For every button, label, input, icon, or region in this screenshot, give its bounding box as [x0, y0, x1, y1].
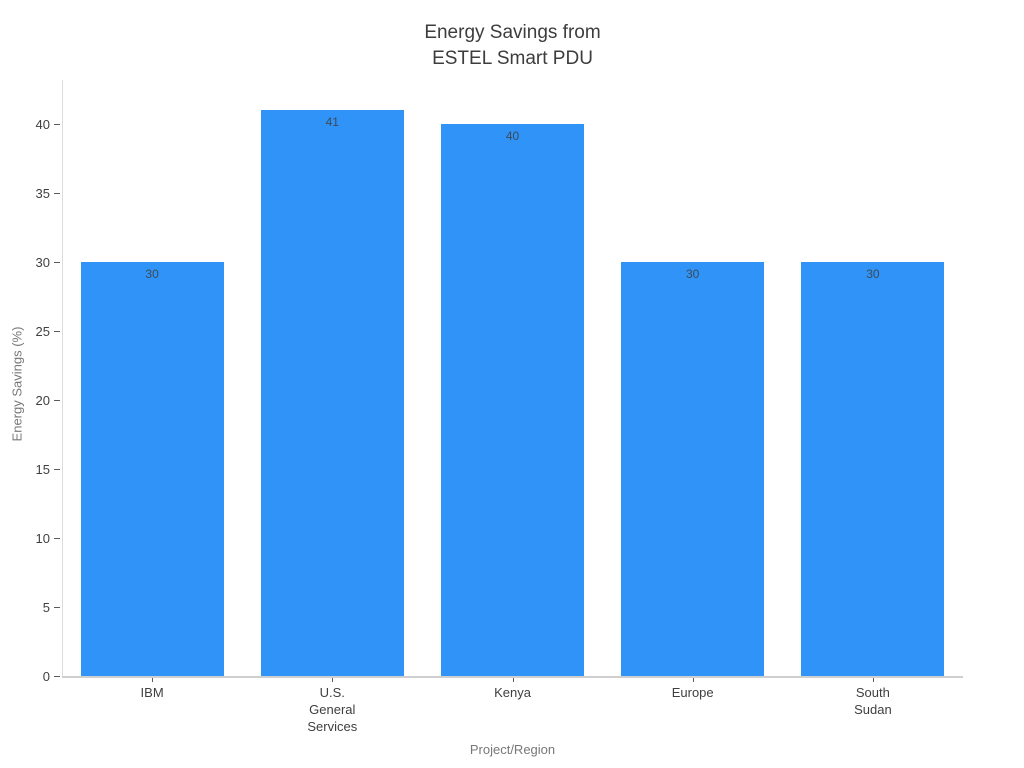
- x-tick-mark: [692, 678, 694, 682]
- x-tick-mark: [512, 678, 514, 682]
- bar: [260, 110, 404, 676]
- x-tick-label: Europe: [671, 685, 714, 700]
- bar: [621, 262, 765, 676]
- y-tick-label: 40: [35, 116, 50, 132]
- y-tick-mark: [54, 676, 60, 677]
- x-tick-mark: [872, 678, 874, 682]
- y-tick-label: 5: [42, 599, 50, 615]
- y-tick-label: 35: [35, 185, 50, 201]
- bar: [441, 124, 584, 676]
- y-tick-mark: [54, 400, 60, 402]
- y-tick-label: 0: [42, 668, 50, 684]
- y-tick-mark: [54, 262, 60, 264]
- x-tick-mark: [332, 678, 334, 682]
- y-tick-mark: [54, 124, 60, 126]
- bar-value-label: 30: [145, 267, 159, 282]
- y-tick-label: 25: [35, 323, 50, 339]
- y-tick-mark: [54, 193, 60, 195]
- y-tick-label: 20: [35, 392, 50, 408]
- x-tick-label: Kenya: [494, 685, 531, 700]
- x-axis-line: [62, 676, 963, 678]
- y-axis-title: Energy Savings (%): [9, 326, 25, 442]
- bar: [801, 262, 945, 676]
- chart-title: Energy Savings from ESTEL Smart PDU: [424, 22, 601, 69]
- y-tick-mark: [54, 331, 60, 333]
- x-tick-mark: [152, 678, 154, 682]
- y-tick-mark: [54, 607, 60, 609]
- x-tick-label: IBM: [140, 685, 164, 700]
- bar-value-label: 40: [505, 129, 520, 144]
- y-tick-mark: [54, 469, 60, 471]
- bar: [80, 262, 224, 676]
- y-tick-mark: [54, 538, 60, 540]
- y-tick-label: 15: [35, 461, 50, 477]
- bar-value-label: 30: [866, 267, 880, 282]
- x-tick-label: U.S. General Services: [307, 685, 358, 734]
- bar-value-label: 30: [686, 267, 700, 282]
- y-tick-label: 30: [35, 254, 50, 270]
- y-axis-line: [62, 80, 63, 677]
- x-axis-title: Project/Region: [469, 742, 556, 757]
- x-tick-label: South Sudan: [854, 685, 892, 717]
- y-tick-label: 10: [35, 530, 50, 546]
- bar-value-label: 41: [325, 115, 339, 130]
